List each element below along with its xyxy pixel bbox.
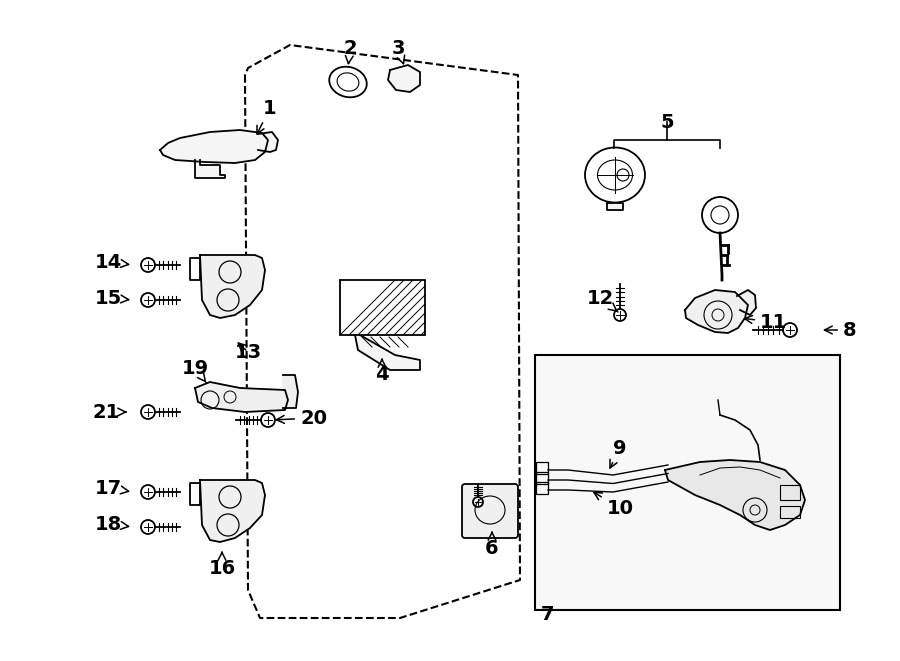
Text: 10: 10 — [594, 492, 634, 518]
Text: 16: 16 — [209, 552, 236, 578]
Polygon shape — [200, 255, 265, 318]
Polygon shape — [388, 65, 420, 92]
Text: 5: 5 — [661, 112, 674, 132]
Text: 2: 2 — [343, 38, 356, 63]
Polygon shape — [283, 375, 298, 408]
Bar — [536, 472, 548, 484]
Text: 21: 21 — [92, 403, 126, 422]
Text: 15: 15 — [95, 288, 129, 307]
Text: 17: 17 — [95, 479, 129, 498]
Text: 9: 9 — [610, 438, 626, 468]
Polygon shape — [160, 130, 268, 163]
Bar — [780, 506, 800, 518]
Text: 19: 19 — [182, 358, 209, 383]
Polygon shape — [195, 160, 225, 178]
Polygon shape — [258, 132, 278, 152]
Text: 12: 12 — [587, 288, 618, 312]
Text: 11: 11 — [744, 313, 788, 332]
Text: 20: 20 — [276, 408, 327, 428]
Polygon shape — [685, 290, 748, 333]
Text: 13: 13 — [234, 342, 262, 362]
Bar — [340, 280, 425, 335]
Polygon shape — [737, 290, 756, 315]
FancyBboxPatch shape — [462, 484, 518, 538]
Text: 4: 4 — [375, 360, 389, 385]
Text: 3: 3 — [392, 38, 405, 64]
Polygon shape — [665, 460, 805, 530]
Bar — [535, 355, 840, 610]
Polygon shape — [607, 203, 623, 210]
Polygon shape — [195, 382, 288, 412]
Text: 1: 1 — [257, 98, 277, 134]
Polygon shape — [355, 335, 420, 370]
Bar — [536, 462, 548, 474]
Polygon shape — [200, 480, 265, 542]
Text: 7: 7 — [540, 605, 554, 625]
Bar — [780, 485, 800, 500]
Bar — [536, 482, 548, 494]
Text: 8: 8 — [824, 321, 857, 340]
Text: 14: 14 — [95, 253, 129, 272]
Text: 6: 6 — [485, 532, 499, 557]
Text: 18: 18 — [95, 514, 129, 533]
